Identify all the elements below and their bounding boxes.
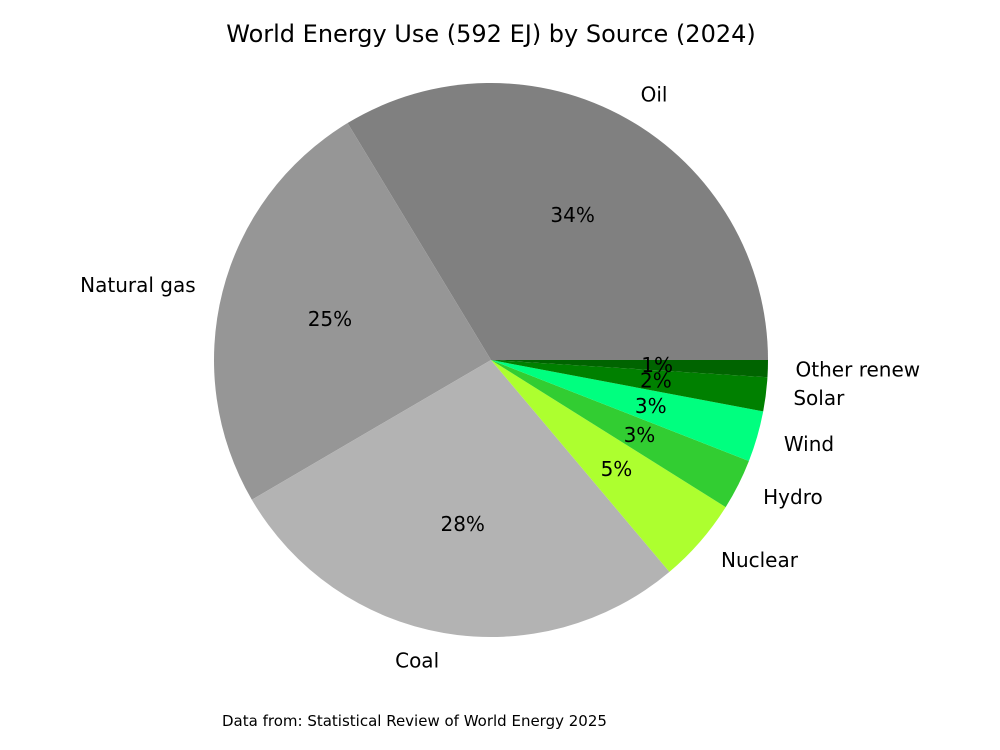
percent-labels: 34%25%28%5%3%3%2%1% [308, 203, 673, 536]
category-label-oil: Oil [641, 83, 668, 107]
slice-hydro [491, 360, 749, 508]
percent-label-natural-gas: 25% [308, 307, 352, 331]
slice-oil [347, 82, 769, 360]
percent-label-solar: 2% [640, 369, 672, 393]
category-label-wind: Wind [784, 432, 834, 456]
percent-label-other-renew: 1% [641, 353, 673, 377]
slice-coal [251, 360, 670, 637]
category-label-other-renew: Other renew [796, 357, 921, 381]
chart-title: World Energy Use (592 EJ) by Source (202… [226, 20, 756, 48]
category-label-coal: Coal [395, 648, 439, 672]
slice-wind [491, 360, 764, 462]
category-label-solar: Solar [793, 386, 845, 410]
percent-label-wind: 3% [635, 394, 667, 418]
category-labels: Oil Natural gas Coal Nuclear Hydro Wind Solar O… [80, 83, 920, 673]
slice-solar [491, 360, 768, 412]
percent-label-coal: 28% [440, 512, 484, 536]
percent-label-oil: 34% [550, 203, 594, 227]
percent-label-nuclear: 5% [601, 457, 633, 481]
slice-other-renew [491, 360, 768, 378]
category-label-natural-gas: Natural gas [80, 273, 196, 297]
source-note: Data from: Statistical Review of World E… [222, 712, 607, 730]
slice-nuclear [491, 360, 726, 572]
pie-slices [213, 82, 769, 637]
percent-label-hydro: 3% [624, 423, 656, 447]
slice-natural-gas [213, 123, 491, 500]
category-label-nuclear: Nuclear [721, 548, 799, 572]
category-label-hydro: Hydro [763, 485, 823, 509]
